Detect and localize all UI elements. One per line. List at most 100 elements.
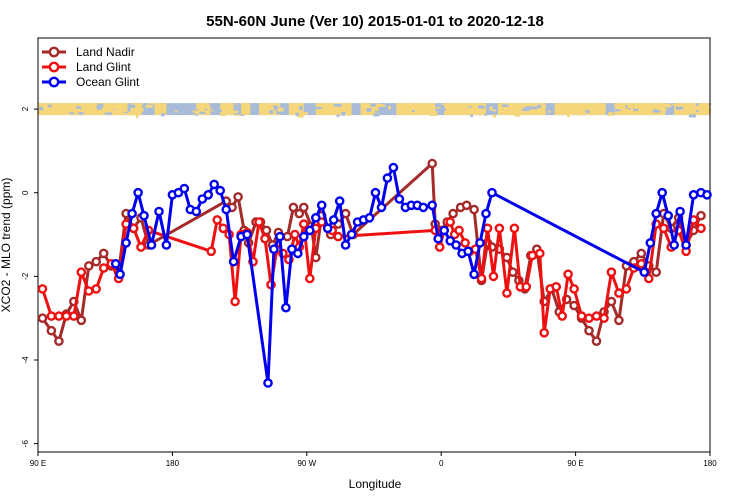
- band-speckle: [269, 110, 274, 114]
- band-speckle: [123, 111, 131, 113]
- band-speckle: [145, 104, 153, 108]
- band-speckle: [659, 108, 667, 111]
- band-speckle: [90, 110, 98, 115]
- data-point-land-glint: [509, 223, 520, 234]
- band-speckle: [229, 112, 236, 114]
- data-point-land-glint: [61, 311, 72, 321]
- band-speckle: [189, 112, 196, 115]
- land-ocean-band: [38, 103, 712, 119]
- band-speckle: [297, 113, 304, 118]
- band-speckle: [441, 103, 448, 105]
- band-speckle: [392, 108, 396, 112]
- band-speckle: [341, 111, 346, 116]
- band-land-segment: [130, 103, 143, 116]
- band-speckle: [47, 104, 52, 108]
- data-point-ocean-glint: [139, 210, 149, 221]
- data-point-land-nadir: [288, 202, 299, 213]
- data-point-land-glint: [539, 327, 550, 338]
- band-speckle: [636, 111, 641, 115]
- band-speckle: [467, 106, 472, 108]
- data-point-land-glint: [621, 284, 632, 294]
- data-point-ocean-glint: [269, 244, 279, 254]
- data-point-land-glint: [218, 223, 228, 234]
- band-land-segment: [444, 103, 486, 116]
- data-point-land-glint: [304, 273, 315, 284]
- band-speckle: [478, 105, 485, 109]
- data-point-land-glint: [460, 238, 470, 248]
- band-speckle: [703, 110, 707, 115]
- data-point-land-glint: [494, 223, 505, 234]
- band-speckle: [206, 107, 212, 110]
- data-point-ocean-glint: [275, 231, 285, 242]
- data-point-land-glint: [290, 229, 300, 240]
- data-point-ocean-glint: [651, 208, 662, 219]
- legend-marker-land-nadir: [48, 46, 60, 58]
- x-tick-label: 0: [439, 459, 444, 468]
- data-point-land-glint: [69, 311, 79, 321]
- band-speckle: [347, 113, 351, 116]
- data-point-land-glint: [476, 273, 487, 284]
- band-speckle: [522, 107, 530, 112]
- data-point-ocean-glint: [146, 240, 157, 250]
- y-tick-label: -2: [21, 272, 30, 280]
- data-point-ocean-glint: [370, 187, 381, 198]
- band-speckle: [366, 108, 372, 112]
- y-tick-label: 0: [21, 190, 30, 195]
- band-speckle: [695, 103, 699, 107]
- data-point-ocean-glint: [433, 233, 444, 244]
- data-point-land-nadir: [427, 158, 438, 169]
- data-point-land-glint: [260, 233, 270, 244]
- band-speckle: [699, 106, 702, 110]
- data-point-land-glint: [535, 248, 545, 259]
- band-speckle: [234, 114, 241, 116]
- band-speckle: [537, 104, 541, 108]
- band-speckle: [585, 109, 590, 114]
- axes: 90 E 180 90 W 0 90 E 180 -6 -4 -2 0 2: [21, 37, 717, 468]
- band-speckle: [373, 113, 380, 117]
- data-point-ocean-glint: [298, 231, 309, 242]
- data-point-land-glint: [98, 263, 109, 273]
- band-speckle: [277, 107, 284, 112]
- band-speckle: [156, 103, 165, 108]
- band-speckle: [138, 108, 144, 112]
- data-point-land-glint: [599, 313, 609, 324]
- data-point-ocean-glint: [322, 223, 333, 234]
- data-point-land-glint: [696, 223, 706, 234]
- data-point-ocean-glint: [228, 256, 239, 267]
- band-speckle: [128, 111, 134, 116]
- band-speckle: [671, 104, 676, 106]
- data-point-ocean-glint: [376, 202, 387, 213]
- band-speckle: [566, 108, 573, 112]
- band-speckle: [548, 105, 554, 109]
- series-layer: [37, 158, 712, 388]
- band-speckle: [238, 114, 245, 116]
- data-point-land-glint: [445, 217, 456, 227]
- data-point-ocean-glint: [310, 212, 321, 223]
- band-speckle: [370, 103, 376, 107]
- band-speckle: [98, 103, 104, 107]
- data-point-ocean-glint: [316, 200, 327, 211]
- band-speckle: [652, 109, 661, 113]
- band-speckle: [245, 106, 251, 109]
- band-speckle: [69, 112, 75, 115]
- data-point-land-glint: [606, 267, 617, 278]
- data-point-ocean-glint: [469, 269, 479, 280]
- data-point-ocean-glint: [675, 206, 685, 217]
- band-speckle: [492, 109, 496, 112]
- band-land-segment: [38, 103, 128, 116]
- band-speckle: [638, 109, 642, 112]
- band-speckle: [547, 110, 551, 113]
- data-point-land-glint: [333, 231, 344, 242]
- data-point-land-glint: [563, 269, 573, 280]
- data-point-land-glint: [591, 311, 602, 321]
- band-speckle: [292, 104, 297, 107]
- data-point-ocean-glint: [439, 225, 450, 236]
- band-speckle: [502, 104, 509, 107]
- data-point-ocean-glint: [281, 302, 291, 313]
- band-land-segment: [154, 103, 167, 116]
- data-point-land-glint: [576, 311, 587, 321]
- band-speckle: [298, 106, 303, 110]
- band-speckle: [97, 106, 102, 110]
- data-point-land-nadir: [282, 231, 293, 242]
- band-speckle: [365, 108, 368, 112]
